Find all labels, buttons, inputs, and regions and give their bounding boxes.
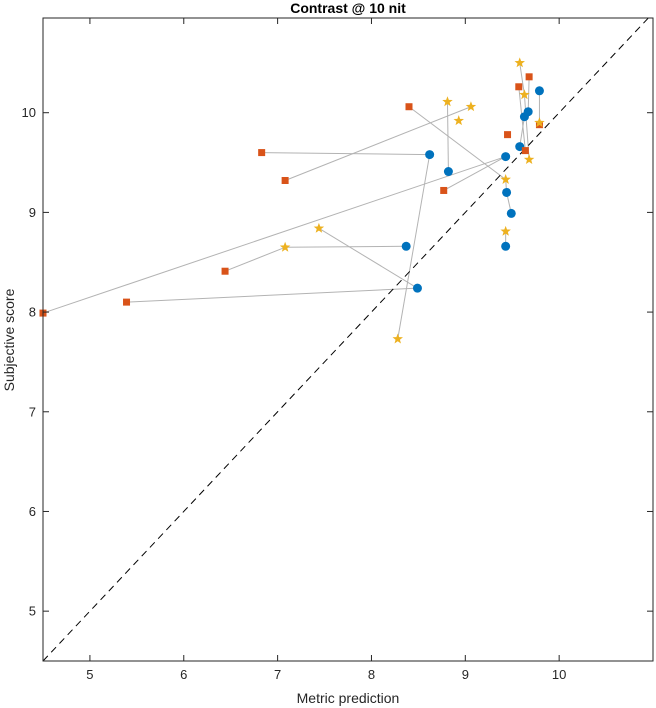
- square-point: [515, 83, 523, 91]
- plot-frame: [42, 17, 654, 662]
- connector-line: [527, 76, 530, 112]
- square-point: [221, 267, 229, 275]
- connector-line: [126, 287, 418, 303]
- star-point: [519, 89, 530, 100]
- plot-background: [43, 18, 653, 661]
- circle-point: [506, 208, 516, 218]
- y-tick-label: 8: [29, 305, 36, 320]
- x-tick-label: 7: [274, 667, 281, 682]
- star-point: [279, 241, 291, 252]
- star-point: [523, 154, 535, 165]
- circle-point: [401, 241, 411, 251]
- connector-line: [284, 106, 472, 181]
- connector-line: [224, 246, 286, 272]
- connector-line: [408, 106, 506, 180]
- star-point: [453, 115, 464, 126]
- connector-line: [519, 62, 525, 95]
- connector-line: [519, 116, 525, 147]
- x-tick-label: 5: [86, 667, 93, 682]
- star-point: [442, 96, 453, 107]
- star-point: [465, 101, 477, 112]
- connector-line: [446, 101, 449, 172]
- star-point: [534, 117, 545, 128]
- square-point: [521, 147, 529, 155]
- star-point: [392, 333, 403, 344]
- star-point: [500, 174, 511, 184]
- circle-point: [502, 187, 512, 197]
- circle-point: [523, 107, 533, 117]
- circle-point: [501, 241, 511, 251]
- y-tick-label: 10: [22, 105, 36, 120]
- star-point: [514, 57, 525, 68]
- x-tick-label: 9: [462, 667, 469, 682]
- circle-point: [534, 86, 544, 96]
- y-tick-label: 5: [29, 604, 36, 619]
- x-tick-label: 8: [368, 667, 375, 682]
- connector-line: [42, 156, 506, 314]
- square-point: [525, 73, 533, 81]
- circle-point: [501, 152, 511, 162]
- star-point: [500, 225, 511, 236]
- y-tick-label: 6: [29, 504, 36, 519]
- square-point: [405, 103, 413, 111]
- square-point: [123, 298, 131, 306]
- square-point: [504, 131, 512, 139]
- circle-point: [443, 167, 453, 177]
- y-tick-label: 9: [29, 205, 36, 220]
- x-axis-title: Metric prediction: [297, 690, 400, 706]
- data-markers: [39, 57, 545, 344]
- connector-line: [397, 154, 431, 340]
- y-axis-ticks: 5 6 7 8 9 10: [22, 105, 653, 619]
- connector-line: [261, 152, 430, 156]
- y-axis-title: Subjective score: [1, 288, 17, 391]
- reference-diagonal-line: [42, 17, 649, 662]
- star-point: [313, 222, 325, 233]
- square-point: [440, 186, 448, 194]
- x-axis-ticks: 5 6 7 8 9 10: [86, 18, 566, 682]
- circle-point: [412, 283, 422, 293]
- square-point: [258, 149, 266, 157]
- square-point: [281, 176, 289, 184]
- connector-line: [443, 156, 506, 191]
- circle-point: [425, 150, 435, 160]
- y-tick-label: 7: [29, 404, 36, 419]
- x-tick-label: 6: [180, 667, 187, 682]
- connector-line: [318, 227, 418, 289]
- connector-line: [285, 245, 407, 248]
- chart-title: Contrast @ 10 nit: [290, 0, 406, 16]
- x-tick-label: 10: [552, 667, 566, 682]
